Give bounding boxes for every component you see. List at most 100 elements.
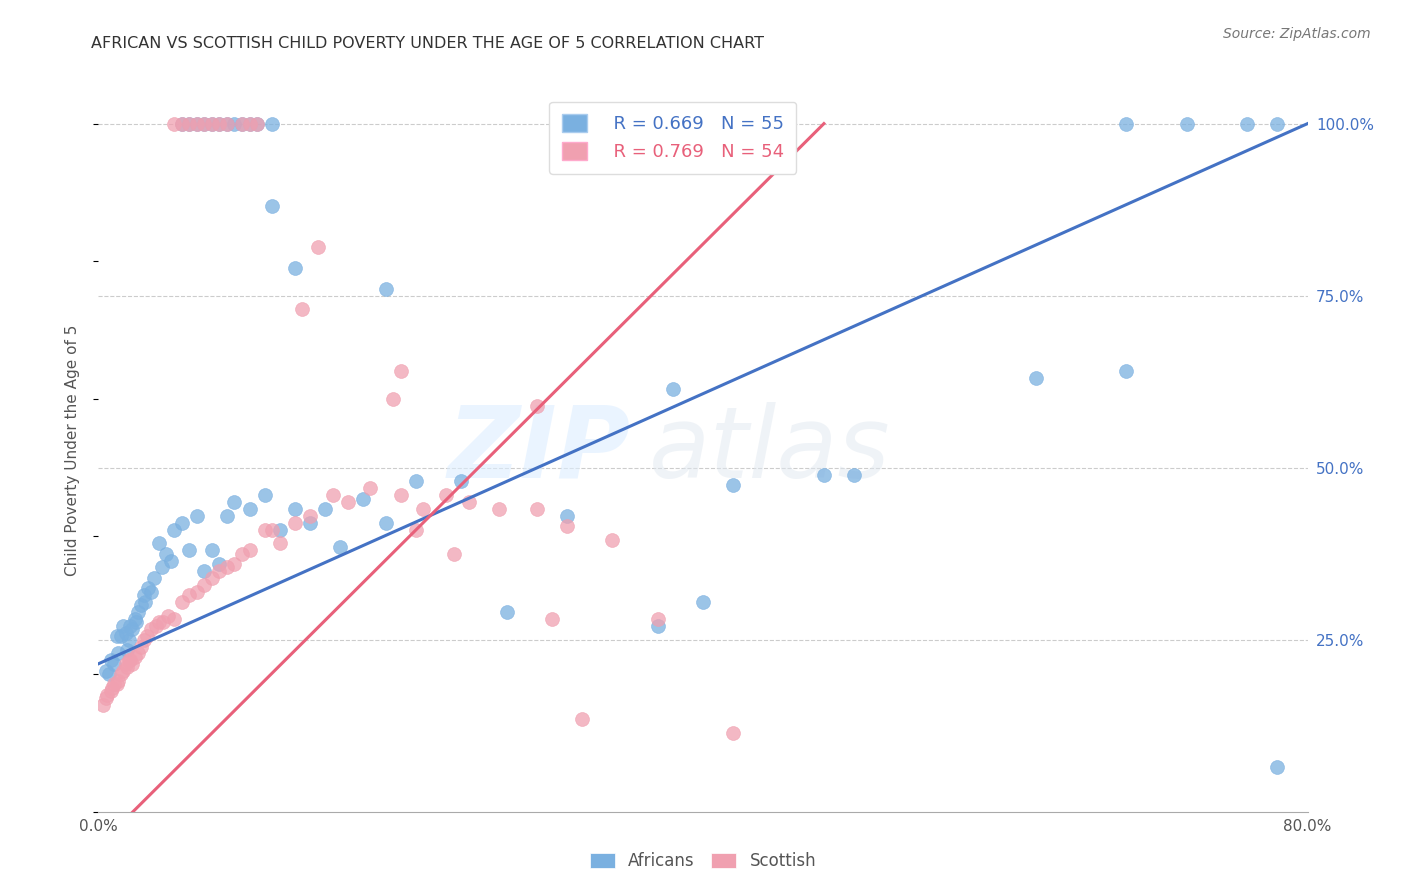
Point bbox=[1267, 760, 1289, 774]
Point bbox=[124, 612, 146, 626]
Point bbox=[127, 605, 149, 619]
Point bbox=[1115, 364, 1137, 378]
Point bbox=[136, 581, 159, 595]
Point bbox=[215, 117, 238, 131]
Point bbox=[374, 282, 396, 296]
Point bbox=[602, 533, 624, 547]
Point bbox=[269, 523, 291, 537]
Point bbox=[262, 199, 284, 213]
Point bbox=[129, 640, 152, 654]
Point bbox=[120, 653, 142, 667]
Legend: Africans, Scottish: Africans, Scottish bbox=[583, 846, 823, 877]
Text: ZIP: ZIP bbox=[447, 402, 630, 499]
Point bbox=[1267, 117, 1289, 131]
Point bbox=[114, 657, 136, 671]
Point bbox=[555, 519, 578, 533]
Point bbox=[231, 117, 253, 131]
Point bbox=[193, 117, 215, 131]
Point bbox=[1115, 117, 1137, 131]
Point bbox=[299, 508, 322, 523]
Point bbox=[813, 467, 835, 482]
Point bbox=[118, 632, 141, 647]
Point bbox=[405, 475, 427, 489]
Point bbox=[163, 117, 186, 131]
Point bbox=[179, 117, 201, 131]
Point bbox=[208, 117, 231, 131]
Point bbox=[1236, 117, 1258, 131]
Point bbox=[201, 117, 224, 131]
Point bbox=[170, 595, 193, 609]
Point bbox=[692, 595, 714, 609]
Point bbox=[1175, 117, 1198, 131]
Point bbox=[94, 691, 117, 706]
Point bbox=[127, 647, 149, 661]
Point bbox=[134, 595, 156, 609]
Point bbox=[160, 553, 183, 567]
Point bbox=[360, 481, 382, 495]
Point bbox=[284, 502, 307, 516]
Point bbox=[124, 649, 146, 664]
Point bbox=[193, 117, 215, 131]
Point bbox=[132, 588, 155, 602]
Point bbox=[163, 523, 186, 537]
Point bbox=[98, 667, 121, 681]
Point bbox=[389, 488, 412, 502]
Point bbox=[150, 560, 173, 574]
Point bbox=[314, 502, 336, 516]
Point bbox=[329, 540, 352, 554]
Point bbox=[647, 619, 669, 633]
Point bbox=[412, 502, 434, 516]
Point bbox=[450, 475, 472, 489]
Point bbox=[239, 117, 262, 131]
Point bbox=[148, 615, 170, 630]
Point bbox=[170, 117, 193, 131]
Point bbox=[239, 543, 262, 558]
Point bbox=[208, 557, 231, 571]
Point bbox=[156, 608, 179, 623]
Point bbox=[307, 240, 329, 254]
Point bbox=[110, 667, 132, 681]
Point bbox=[389, 364, 412, 378]
Point bbox=[1024, 371, 1046, 385]
Point bbox=[208, 564, 231, 578]
Point bbox=[94, 664, 117, 678]
Point bbox=[100, 684, 122, 698]
Point bbox=[152, 615, 174, 630]
Point bbox=[115, 660, 138, 674]
Point bbox=[336, 495, 359, 509]
Point bbox=[322, 488, 344, 502]
Point bbox=[647, 612, 669, 626]
Point bbox=[91, 698, 114, 712]
Point bbox=[143, 571, 166, 585]
Text: AFRICAN VS SCOTTISH CHILD POVERTY UNDER THE AGE OF 5 CORRELATION CHART: AFRICAN VS SCOTTISH CHILD POVERTY UNDER … bbox=[91, 36, 765, 51]
Point bbox=[555, 508, 578, 523]
Point bbox=[457, 495, 479, 509]
Point bbox=[121, 657, 143, 671]
Point bbox=[145, 619, 167, 633]
Point bbox=[141, 584, 163, 599]
Point bbox=[224, 495, 246, 509]
Point bbox=[193, 577, 215, 591]
Text: atlas: atlas bbox=[648, 402, 890, 499]
Point bbox=[170, 117, 193, 131]
Point bbox=[101, 681, 124, 695]
Point bbox=[284, 516, 307, 530]
Legend:   R = 0.669   N = 55,   R = 0.769   N = 54: R = 0.669 N = 55, R = 0.769 N = 54 bbox=[550, 102, 796, 174]
Point bbox=[215, 560, 238, 574]
Point bbox=[246, 117, 269, 131]
Point bbox=[215, 508, 238, 523]
Point bbox=[239, 502, 262, 516]
Point bbox=[201, 571, 224, 585]
Point bbox=[246, 117, 269, 131]
Point bbox=[661, 382, 683, 396]
Point bbox=[111, 664, 134, 678]
Point bbox=[135, 629, 157, 643]
Point bbox=[103, 677, 125, 691]
Point bbox=[148, 536, 170, 550]
Point bbox=[155, 547, 177, 561]
Point bbox=[215, 117, 238, 131]
Point bbox=[299, 516, 322, 530]
Point bbox=[262, 523, 284, 537]
Point bbox=[186, 584, 208, 599]
Text: Source: ZipAtlas.com: Source: ZipAtlas.com bbox=[1223, 27, 1371, 41]
